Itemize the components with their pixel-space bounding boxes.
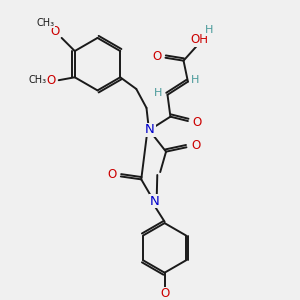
Text: O: O [191, 139, 200, 152]
Text: CH₃: CH₃ [37, 18, 55, 28]
Text: O: O [152, 50, 161, 63]
Text: CH₃: CH₃ [29, 75, 47, 85]
Text: O: O [107, 169, 116, 182]
Text: O: O [46, 74, 55, 87]
Text: N: N [149, 195, 159, 208]
Text: H: H [205, 25, 213, 35]
Text: O: O [193, 116, 202, 129]
Text: OH: OH [190, 33, 208, 46]
Text: O: O [160, 287, 169, 300]
Text: H: H [154, 88, 162, 98]
Text: O: O [51, 25, 60, 38]
Text: H: H [191, 75, 200, 85]
Text: N: N [145, 123, 155, 136]
